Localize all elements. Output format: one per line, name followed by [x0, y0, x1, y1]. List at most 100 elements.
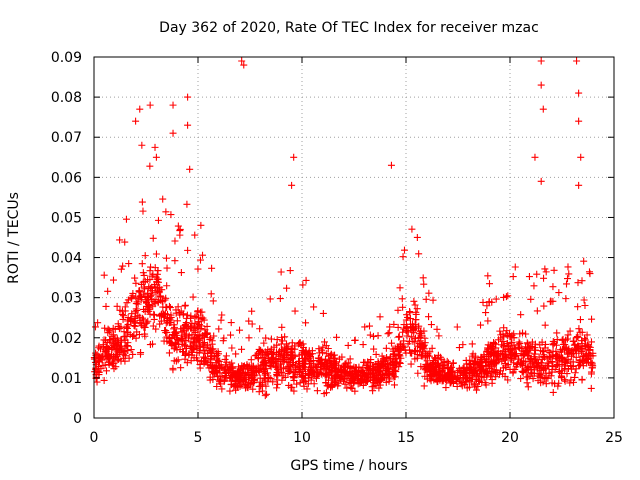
data-point [240, 61, 248, 69]
data-point [407, 320, 415, 328]
data-point [462, 356, 470, 364]
data-point [104, 325, 112, 333]
data-point [587, 384, 595, 392]
data-point [149, 270, 157, 278]
data-point [141, 252, 149, 260]
data-point [149, 340, 157, 348]
data-point [95, 368, 103, 376]
data-point [372, 381, 380, 389]
data-point [394, 306, 402, 314]
data-point [544, 362, 552, 370]
data-point [527, 295, 535, 303]
data-point [302, 357, 310, 365]
data-point [346, 365, 354, 373]
data-point [471, 380, 479, 388]
data-point [186, 342, 194, 350]
data-point [517, 311, 525, 319]
data-point [173, 317, 181, 325]
data-point [116, 342, 124, 350]
data-point [147, 263, 155, 271]
data-point [419, 274, 427, 282]
data-point [327, 369, 335, 377]
data-point [141, 277, 149, 285]
data-point [366, 331, 374, 339]
data-point [589, 352, 597, 360]
data-point [328, 357, 336, 365]
data-point [580, 257, 588, 265]
data-point [462, 374, 470, 382]
data-point [156, 320, 164, 328]
data-point [346, 355, 354, 363]
data-point [509, 273, 517, 281]
data-point [208, 340, 216, 348]
data-point [152, 250, 160, 258]
data-point [414, 369, 422, 377]
data-point [396, 284, 404, 292]
data-point [540, 274, 548, 282]
data-point [162, 254, 170, 262]
data-point [333, 333, 341, 341]
data-point [436, 376, 444, 384]
data-point [558, 336, 566, 344]
data-point [129, 292, 137, 300]
data-point [586, 346, 594, 354]
data-point [340, 362, 348, 370]
data-point [193, 324, 201, 332]
data-point [581, 302, 589, 310]
data-point [123, 299, 131, 307]
data-point [585, 268, 593, 276]
data-point [154, 267, 162, 275]
data-point [387, 353, 395, 361]
data-point [359, 341, 367, 349]
data-point [151, 143, 159, 151]
data-point [182, 319, 190, 327]
data-point [558, 354, 566, 362]
data-point [276, 295, 284, 303]
data-point [485, 298, 493, 306]
data-point [453, 323, 461, 331]
data-point [170, 331, 178, 339]
data-point [105, 326, 113, 334]
data-point [227, 319, 235, 327]
data-point [302, 319, 310, 327]
data-point [484, 317, 492, 325]
data-point [247, 381, 255, 389]
data-point [352, 372, 360, 380]
data-point [327, 351, 335, 359]
data-point [492, 351, 500, 359]
data-point [491, 340, 499, 348]
data-point [278, 323, 286, 331]
data-point [131, 322, 139, 330]
data-point [123, 322, 131, 330]
data-point [117, 336, 125, 344]
data-point [169, 331, 177, 339]
data-point [527, 344, 535, 352]
data-point [534, 377, 542, 385]
data-point [466, 361, 474, 369]
data-point [124, 328, 132, 336]
data-point [220, 334, 228, 342]
data-point [420, 327, 428, 335]
data-point [422, 295, 430, 303]
data-point [403, 323, 411, 331]
data-point [537, 359, 545, 367]
data-point [369, 332, 377, 340]
data-point [120, 333, 128, 341]
data-point [542, 268, 550, 276]
data-point [377, 376, 385, 384]
data-point [135, 331, 143, 339]
chart-title: Day 362 of 2020, Rate Of TEC Index for r… [159, 20, 539, 36]
data-point [523, 373, 531, 381]
data-point [511, 263, 519, 271]
data-point [488, 379, 496, 387]
data-point [259, 379, 267, 387]
data-point [295, 369, 303, 377]
data-point [477, 321, 485, 329]
data-point [191, 231, 199, 239]
data-point [121, 238, 129, 246]
data-point [140, 271, 148, 279]
data-point [507, 333, 515, 341]
data-point [564, 263, 572, 271]
data-point [209, 345, 217, 353]
data-point [361, 377, 369, 385]
